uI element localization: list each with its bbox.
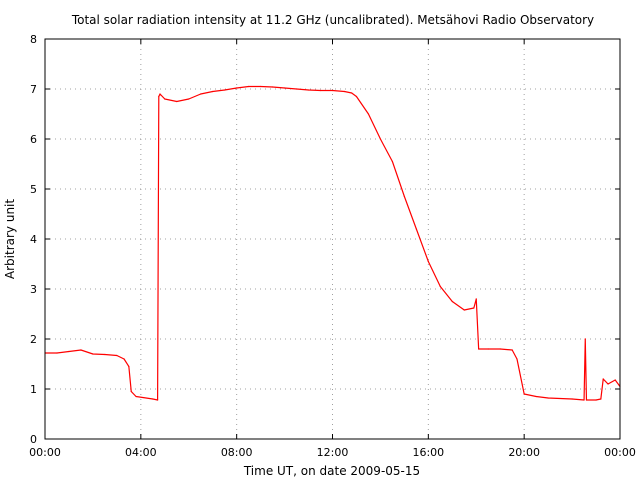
data-point xyxy=(92,353,94,355)
data-point xyxy=(487,348,489,350)
data-point xyxy=(343,90,346,93)
x-tick-label: 00:00 xyxy=(29,446,61,459)
data-point xyxy=(547,397,549,399)
data-point xyxy=(188,98,190,100)
data-point xyxy=(583,399,585,401)
data-point xyxy=(104,353,106,356)
data-point xyxy=(152,398,154,400)
x-axis-label: Time UT, on date 2009-05-15 xyxy=(243,464,420,478)
grid xyxy=(45,39,620,439)
data-point xyxy=(56,352,58,354)
data-point xyxy=(595,399,597,401)
data-point xyxy=(157,399,159,401)
axis-ticks: 00:00 04:00 08:00 12:00 16:00 20:00 00:0001234… xyxy=(29,33,636,459)
y-tick-label: 6 xyxy=(30,133,37,146)
data-point xyxy=(128,365,130,368)
data-point xyxy=(272,86,274,88)
data-point xyxy=(614,379,616,381)
x-tick-label: 00:00 xyxy=(604,446,636,459)
data-point xyxy=(367,113,370,115)
series-line xyxy=(45,85,621,401)
data-point xyxy=(248,85,250,88)
y-tick-label: 0 xyxy=(30,433,37,446)
data-point xyxy=(164,98,166,100)
plot-frame xyxy=(44,38,621,440)
data-point xyxy=(159,93,161,95)
data-point xyxy=(135,395,137,398)
data-point xyxy=(80,349,82,351)
y-tick-label: 8 xyxy=(30,33,37,46)
data-point xyxy=(602,378,604,380)
data-point xyxy=(511,349,513,351)
x-tick-label: 20:00 xyxy=(508,446,540,459)
data-point xyxy=(427,260,429,263)
data-point xyxy=(451,300,453,303)
data-point xyxy=(319,89,322,92)
data-point xyxy=(473,307,475,309)
data-point xyxy=(260,85,262,88)
data-point xyxy=(236,87,238,89)
y-tick-label: 1 xyxy=(30,383,37,396)
y-tick-label: 5 xyxy=(30,183,37,196)
x-tick-label: 16:00 xyxy=(412,446,444,459)
data-point xyxy=(295,88,298,90)
y-tick-label: 2 xyxy=(30,333,37,346)
y-tick-label: 7 xyxy=(30,83,37,96)
data-point xyxy=(176,100,178,103)
data-point xyxy=(224,89,226,91)
data-point xyxy=(355,95,358,98)
x-tick-label: 08:00 xyxy=(221,446,253,459)
data-point xyxy=(463,309,465,311)
data-point xyxy=(523,393,525,395)
data-point xyxy=(535,395,537,398)
y-tick-label: 4 xyxy=(30,233,37,246)
data-point xyxy=(475,298,477,300)
data-point xyxy=(607,383,609,385)
y-axis-label: Arbitrary unit xyxy=(3,199,17,279)
chart-title: Total solar radiation intensity at 11.2 … xyxy=(71,13,594,27)
data-point xyxy=(158,95,160,98)
x-tick-label: 12:00 xyxy=(317,446,349,459)
data-point xyxy=(499,348,501,350)
data-point xyxy=(516,358,518,360)
data-point xyxy=(600,398,602,400)
data-point xyxy=(403,195,405,198)
data-point xyxy=(283,87,286,89)
data-point xyxy=(130,390,132,393)
data-point xyxy=(307,89,310,91)
data-point xyxy=(379,138,382,140)
data-point xyxy=(571,398,573,400)
data-point xyxy=(415,228,417,230)
x-tick-label: 04:00 xyxy=(125,446,157,459)
data-point xyxy=(584,338,586,340)
data-point xyxy=(439,285,441,288)
series-layer xyxy=(44,85,621,401)
data-point xyxy=(200,93,202,95)
data-point xyxy=(585,399,588,401)
data-point xyxy=(391,160,393,163)
data-point xyxy=(351,92,353,94)
data-point xyxy=(212,90,214,93)
y-tick-label: 3 xyxy=(30,283,37,296)
data-point xyxy=(478,348,480,350)
data-point xyxy=(123,358,125,360)
data-point xyxy=(331,89,334,92)
data-point xyxy=(116,354,118,357)
data-point xyxy=(68,350,70,353)
